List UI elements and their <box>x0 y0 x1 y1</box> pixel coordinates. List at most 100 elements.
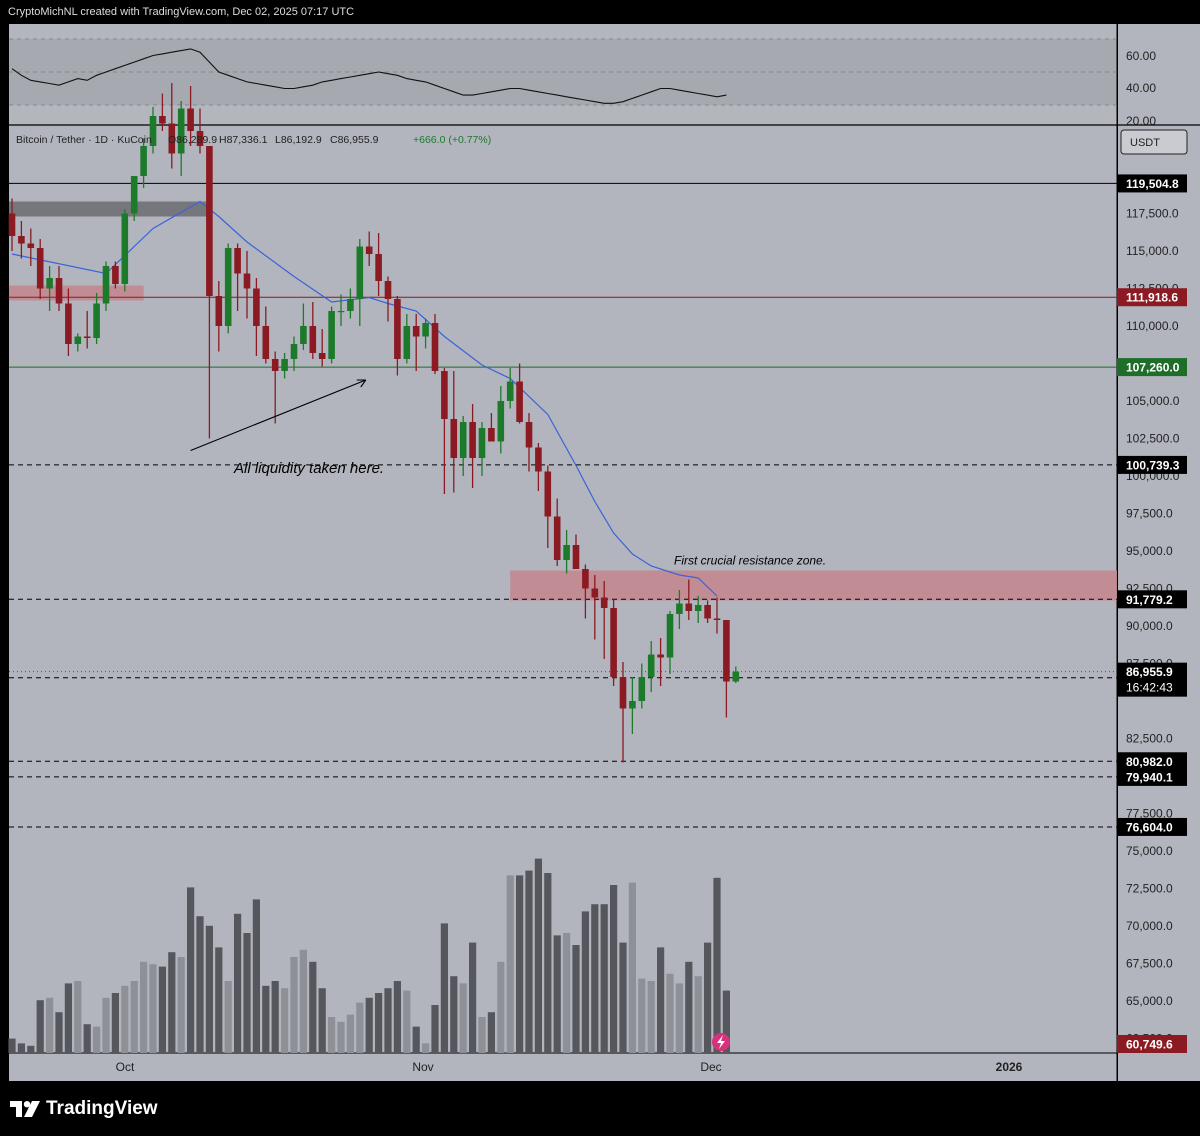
y-tick-label: 72,500.0 <box>1126 882 1173 896</box>
volume-bar <box>215 947 223 1053</box>
volume-bar <box>234 913 242 1053</box>
volume-bar <box>544 873 552 1053</box>
candle-body <box>262 326 270 359</box>
volume-bar <box>271 981 279 1053</box>
zone-1 <box>9 285 144 301</box>
level-badge <box>1117 174 1187 193</box>
volume-bar <box>196 916 204 1053</box>
candle-body <box>196 131 204 146</box>
candle-body <box>36 248 44 289</box>
chart-header: CryptoMichNL created with TradingView.co… <box>0 0 1200 24</box>
volume-bar <box>337 1021 345 1053</box>
y-tick-label: 65,000.0 <box>1126 994 1173 1008</box>
level-badge-label: 76,604.0 <box>1126 820 1173 834</box>
candle-body <box>337 311 345 313</box>
rsi-tick-label: 60.00 <box>1126 49 1156 63</box>
candle-body <box>93 303 100 338</box>
candle-body <box>328 311 335 359</box>
candle-body <box>450 419 458 458</box>
candle-body <box>394 299 401 359</box>
volume-bar <box>27 1045 35 1053</box>
candle-body <box>347 299 354 311</box>
candle-body <box>544 471 552 517</box>
candle-body <box>506 381 514 401</box>
volume-bar <box>149 964 157 1053</box>
lightning-bolt-icon <box>717 1035 725 1049</box>
volume-bar <box>704 942 712 1053</box>
candle-body <box>74 336 82 344</box>
volume-bar <box>205 925 213 1053</box>
footer: TradingView <box>0 1090 1200 1136</box>
volume-bar <box>36 1000 44 1053</box>
candle-body <box>553 516 561 560</box>
candle-body <box>591 588 599 598</box>
volume-bar <box>262 985 270 1053</box>
volume-bar <box>346 1014 354 1053</box>
legend-change: +666.0 (+0.77%) <box>413 134 491 146</box>
volume-bar <box>469 942 477 1053</box>
legend-close: C86,955.9 <box>330 134 379 146</box>
countdown-label: 16:42:43 <box>1126 681 1173 695</box>
y-tick-label: 75,000.0 <box>1126 844 1173 858</box>
legend-symbol: Bitcoin / Tether · 1D · KuCoin <box>16 134 152 146</box>
candle-body <box>102 266 110 304</box>
candle-body <box>46 278 53 289</box>
annotation-arrow <box>190 379 367 452</box>
volume-bar <box>252 899 260 1053</box>
candle-body <box>253 288 260 326</box>
candle-body <box>647 654 655 677</box>
volume-bar <box>74 981 82 1053</box>
level-badge <box>1117 590 1187 609</box>
volume-bar <box>177 957 185 1053</box>
current-price-label: 86,955.9 <box>1126 665 1173 679</box>
volume-bar <box>553 935 561 1053</box>
candle-body <box>375 254 382 281</box>
candle-body <box>469 422 476 458</box>
level-badge-label: 119,504.8 <box>1126 177 1179 191</box>
plot-background <box>9 24 1117 1081</box>
candle-body <box>168 123 176 154</box>
candle-body <box>384 281 392 299</box>
candle-body <box>121 213 129 284</box>
volume-bar <box>516 875 524 1053</box>
volume-bar <box>722 990 730 1053</box>
volume-bar <box>713 877 721 1053</box>
current-price-badge <box>1117 662 1187 697</box>
y-tick-label: 70,000.0 <box>1126 919 1173 933</box>
candle-body <box>55 278 63 304</box>
level-badge <box>1117 1035 1187 1053</box>
candle-body <box>112 266 119 284</box>
volume-bar <box>685 961 693 1053</box>
volume-bar <box>497 961 505 1053</box>
y-tick-label: 117,500.0 <box>1126 207 1179 221</box>
candle-body <box>356 246 364 299</box>
candle-body <box>403 326 411 359</box>
volume-bar <box>572 945 580 1053</box>
candle-body <box>18 236 25 244</box>
zone-0 <box>9 201 210 217</box>
price-chart[interactable]: 60.0040.0020.00117,500.0115,000.0112,500… <box>0 0 1200 1090</box>
volume-bar <box>591 904 599 1053</box>
rsi-tick-label: 40.00 <box>1126 81 1156 95</box>
legend-open: O86,289.9 <box>168 134 217 146</box>
candle-body <box>149 116 157 146</box>
header-credit: CryptoMichNL created with TradingView.co… <box>8 6 355 18</box>
candle-body <box>140 146 147 176</box>
candle-body <box>300 326 307 344</box>
candle-body <box>488 428 495 442</box>
candle-body <box>8 213 16 236</box>
candle-body <box>318 353 326 359</box>
x-tick-label: Oct <box>116 1060 135 1074</box>
volume-bar <box>440 923 448 1053</box>
level-badge-label: 60,749.6 <box>1126 1038 1173 1052</box>
annotation-liquidity: All liquidity taken here. <box>233 460 384 477</box>
volume-bar <box>459 983 467 1053</box>
candle-body <box>525 422 533 448</box>
volume-bar <box>83 1024 91 1053</box>
volume-bar <box>17 1043 25 1053</box>
tradingview-logo[interactable]: TradingView <box>10 1098 158 1120</box>
volume-bar <box>525 870 533 1053</box>
y-tick-label: 67,500.0 <box>1126 957 1173 971</box>
volume-bar <box>422 1043 430 1053</box>
volume-bar <box>130 981 138 1053</box>
